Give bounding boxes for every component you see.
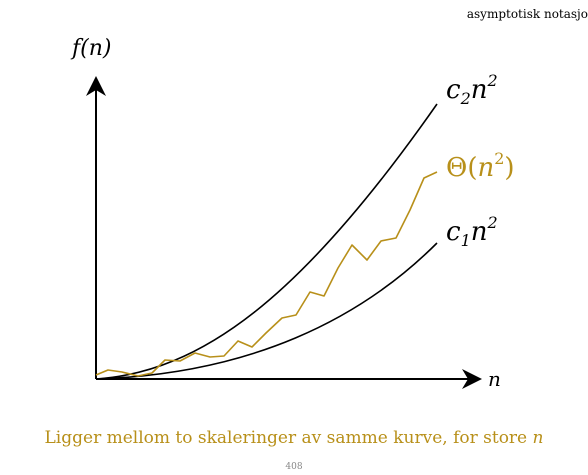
upper-curve-label: c2n2	[446, 71, 498, 108]
caption-text: Ligger mellom to skaleringer av samme ku…	[44, 428, 528, 448]
lower-curve-label: c1n2	[446, 213, 498, 250]
caption: Ligger mellom to skaleringer av samme ku…	[0, 428, 588, 448]
lower-bound-curve	[95, 242, 438, 380]
caption-variable: n	[532, 428, 544, 448]
page-number: 408	[285, 462, 303, 472]
header-title: asymptotisk notasjo	[466, 7, 588, 21]
theta-curve-label: Θ(n2)	[446, 149, 515, 183]
upper-bound-curve	[95, 103, 438, 380]
x-axis-label: n	[488, 367, 501, 391]
y-axis-label: f(n)	[70, 36, 111, 61]
asymptotic-figure: f(n) n c2n2 Θ(n2) c1n2	[70, 36, 515, 391]
theta-curve	[95, 171, 438, 377]
